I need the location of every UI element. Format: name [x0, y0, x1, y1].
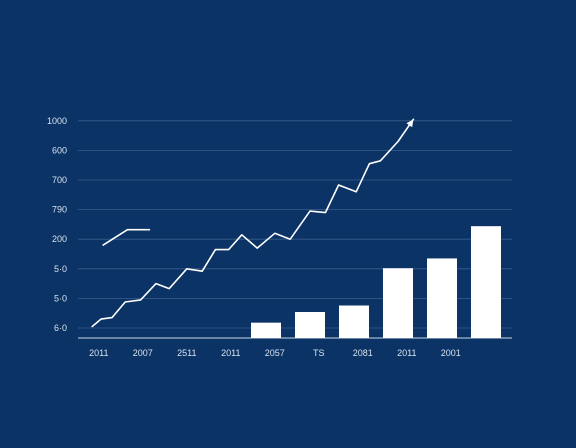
bar [251, 322, 281, 338]
y-tick-label: 600 [52, 145, 67, 155]
bar [339, 305, 369, 338]
x-tick-label: 2007 [133, 348, 153, 358]
bar [427, 258, 457, 338]
x-axis-ticks: 2011 2007 2511 2011 2057 TS 2081 2011 2001 [89, 348, 461, 358]
x-tick-label: 2511 [177, 348, 196, 358]
y-tick-label: 1000 [47, 116, 67, 126]
y-tick-label: 5·0 [54, 293, 67, 303]
series-line [102, 228, 151, 246]
x-tick-label: 2081 [353, 348, 373, 358]
bar [383, 268, 413, 338]
x-tick-label: 2057 [265, 348, 285, 358]
x-tick-label: 2011 [221, 348, 240, 358]
bar [471, 226, 501, 338]
x-tick-label: TS [313, 348, 325, 358]
series-line [91, 118, 415, 328]
y-tick-label: 200 [52, 234, 67, 244]
bars [251, 226, 501, 338]
bar [295, 312, 325, 338]
y-tick-label: 790 [52, 205, 67, 215]
y-tick-label: 700 [52, 175, 67, 185]
arrow-head-icon [406, 119, 414, 128]
y-tick-label: 6·0 [54, 323, 67, 333]
x-tick-label: 2011 [397, 348, 416, 358]
grid-lines [78, 120, 512, 329]
x-tick-label: 2011 [89, 348, 108, 358]
lines [91, 118, 415, 328]
x-tick-label: 2001 [441, 348, 461, 358]
y-tick-label: 5·0 [54, 264, 67, 274]
y-axis-ticks: 6·0 5·0 5·0 200 790 700 600 1000 [47, 116, 67, 333]
